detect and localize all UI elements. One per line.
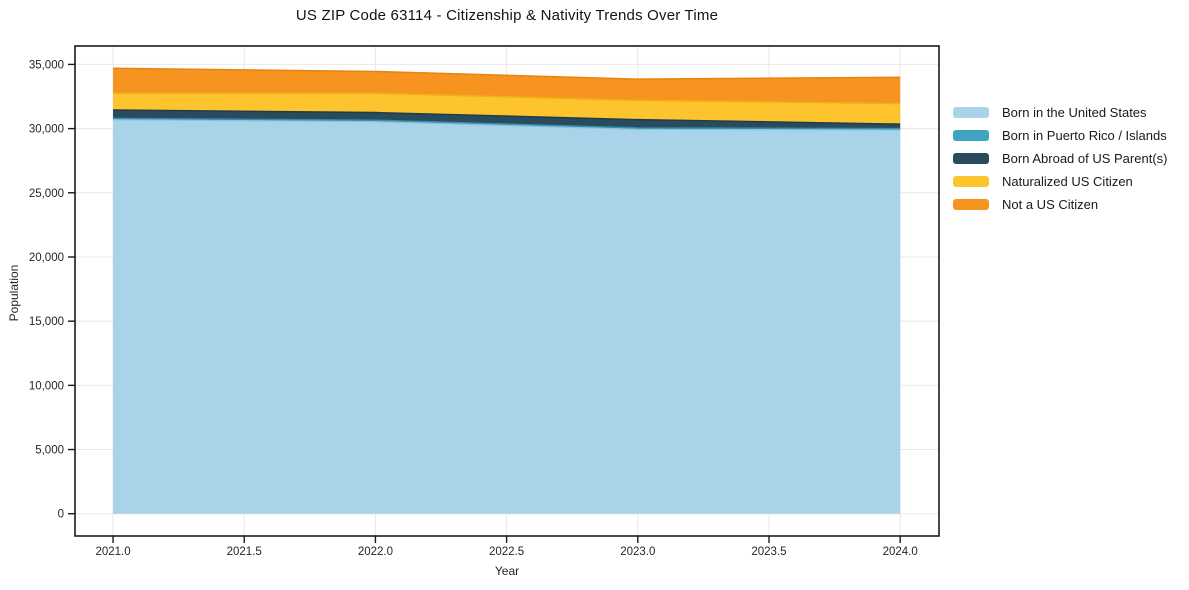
x-tick-label: 2023.0 xyxy=(620,546,655,558)
legend-swatch xyxy=(953,153,989,164)
area-4 xyxy=(113,68,901,104)
legend-item: Born Abroad of US Parent(s) xyxy=(953,150,1167,167)
legend: Born in the United States Born in Puerto… xyxy=(953,104,1167,213)
legend-item: Born in the United States xyxy=(953,104,1167,121)
legend-item-label: Naturalized US Citizen xyxy=(1002,174,1133,189)
legend-swatch xyxy=(953,176,989,187)
y-tick-label: 0 xyxy=(58,509,64,521)
area-edge-3 xyxy=(113,92,901,105)
area-edge-2 xyxy=(113,109,901,125)
area-0 xyxy=(113,119,901,514)
legend-item-label: Not a US Citizen xyxy=(1002,197,1099,212)
x-tick-label: 2021.5 xyxy=(227,546,262,558)
area-3 xyxy=(113,93,901,125)
legend-item-label: Born in Puerto Rico / Islands xyxy=(1002,128,1167,143)
area-edge-0 xyxy=(113,118,901,131)
stacked-areas xyxy=(113,67,901,514)
legend-swatch xyxy=(953,199,989,210)
x-tick-label: 2022.0 xyxy=(358,546,393,558)
legend-item: Born in Puerto Rico / Islands xyxy=(953,127,1167,144)
legend-item-label: Born in the United States xyxy=(1002,105,1147,120)
y-tick-label: 30,000 xyxy=(29,124,64,136)
y-tick-label: 20,000 xyxy=(29,252,64,264)
legend-item: Not a US Citizen xyxy=(953,196,1167,213)
x-axis-label: Year xyxy=(494,564,520,578)
y-tick-label: 5,000 xyxy=(35,445,64,457)
x-tick-label: 2023.5 xyxy=(751,546,786,558)
y-axis-label: Population xyxy=(7,264,21,322)
chart-title: US ZIP Code 63114 - Citizenship & Nativi… xyxy=(295,7,719,24)
legend-swatch xyxy=(953,130,989,141)
area-edge-1 xyxy=(113,117,901,130)
x-tick-label: 2022.5 xyxy=(489,546,524,558)
legend-item: Naturalized US Citizen xyxy=(953,173,1167,190)
x-tick-label: 2021.0 xyxy=(95,546,130,558)
area-2 xyxy=(113,109,901,129)
area-edge-4 xyxy=(113,67,901,80)
legend-item-label: Born Abroad of US Parent(s) xyxy=(1002,151,1168,166)
y-tick-label: 15,000 xyxy=(29,316,64,328)
y-tick-label: 10,000 xyxy=(29,380,64,392)
x-tick-label: 2024.0 xyxy=(883,546,918,558)
y-tick-label: 25,000 xyxy=(29,188,64,200)
axis-ticks: 0 5,000 10,000 15,000 20,000 25,000 30,000 35,0… xyxy=(29,59,918,558)
y-tick-label: 35,000 xyxy=(29,59,64,71)
legend-swatch xyxy=(953,107,989,118)
